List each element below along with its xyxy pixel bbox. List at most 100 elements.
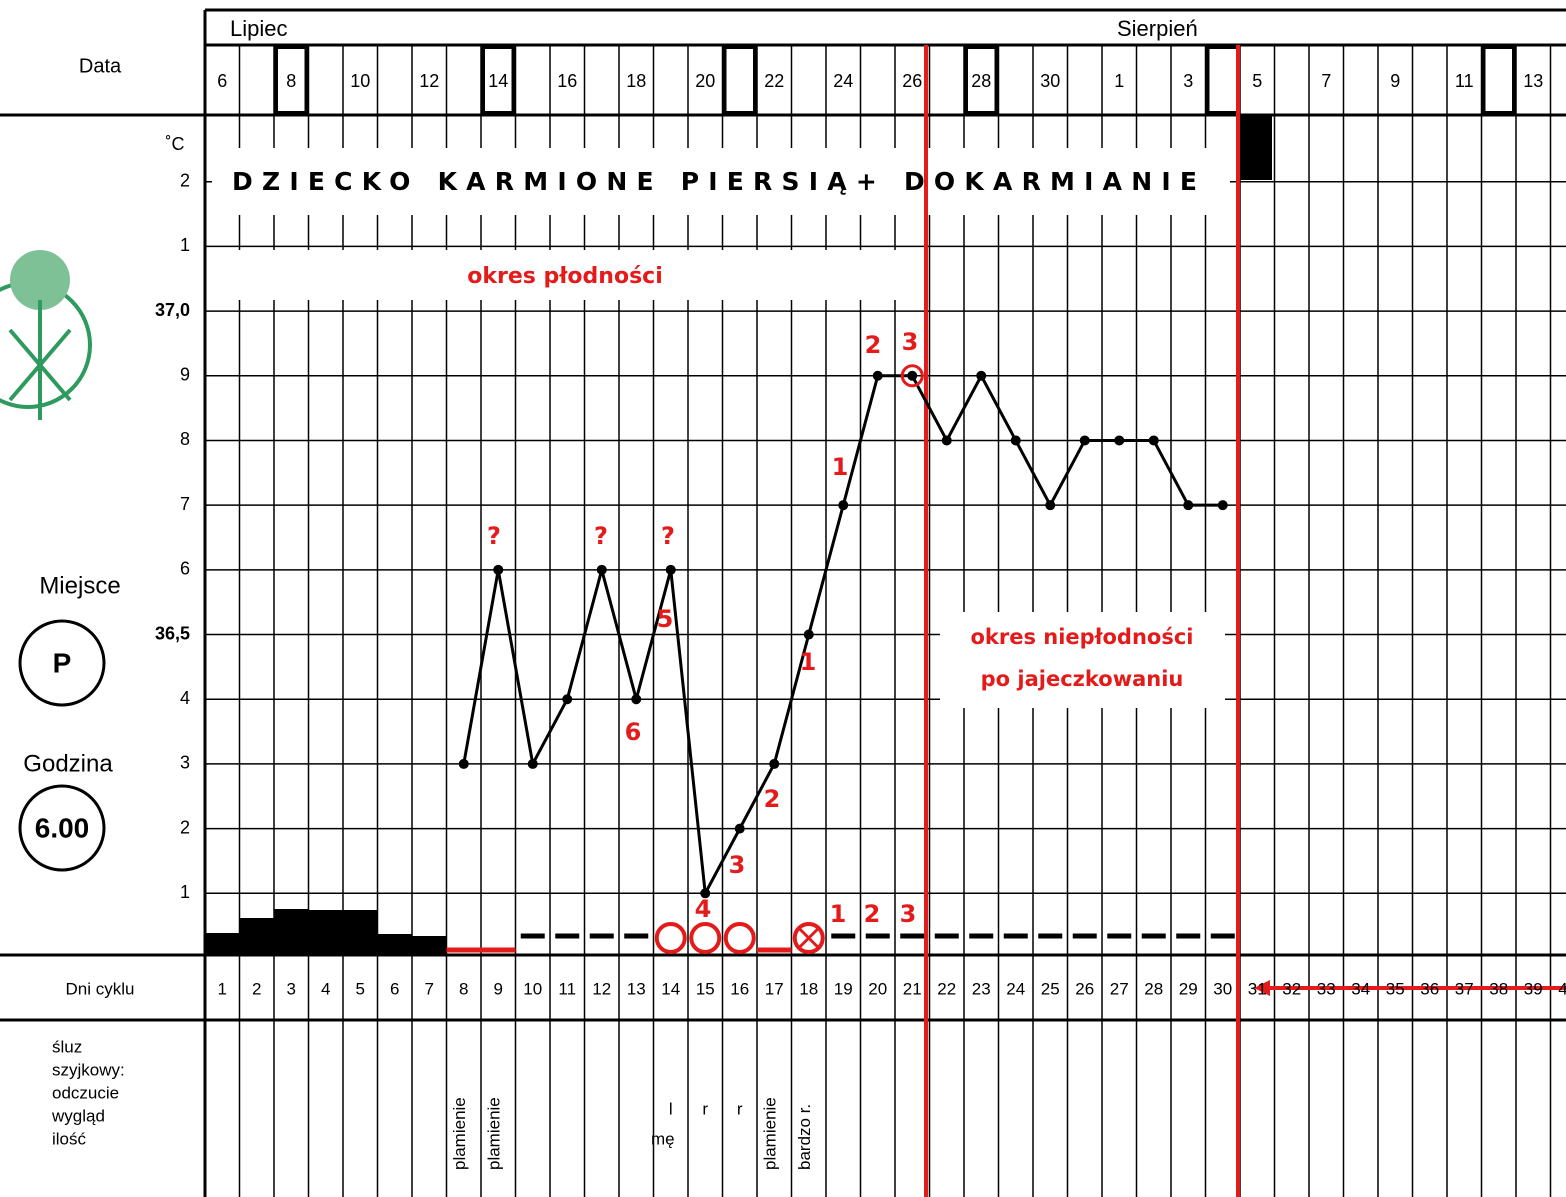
banner: DZIECKO KARMIONE PIERSIĄ+ DOKARMIANIE — [232, 167, 1197, 196]
annotation: 3 — [902, 328, 919, 356]
mucus-note: plamienie — [761, 1097, 780, 1170]
arrow-head — [1254, 980, 1270, 996]
date: 6 — [217, 71, 227, 91]
date: 22 — [764, 71, 784, 91]
date: 10 — [350, 71, 370, 91]
logo-tree — [10, 250, 70, 310]
peak-circle — [900, 364, 924, 388]
month: Lipiec — [230, 16, 287, 41]
annotation: 1 — [800, 648, 817, 676]
date: 12 — [419, 71, 439, 91]
annotation: 4 — [695, 895, 712, 923]
place-label: Miejsce — [39, 572, 120, 599]
annotation: 3 — [729, 851, 746, 879]
y-tick-label: 2 — [180, 170, 190, 190]
cycle-day: 18 — [799, 979, 818, 998]
date: 30 — [1040, 71, 1060, 91]
temperature-point — [1148, 435, 1159, 446]
mucus-circle — [792, 922, 825, 954]
date-box — [1205, 45, 1240, 115]
temperature-point — [1010, 435, 1021, 446]
temperature-point — [838, 500, 849, 511]
mucus-circle — [654, 922, 687, 954]
mucus-note: bardzo r. — [795, 1104, 814, 1170]
y-tick-label: 4 — [180, 688, 190, 708]
y-tick-label: 3 — [180, 753, 190, 773]
mucus-cross — [797, 926, 820, 950]
date-box — [274, 45, 309, 115]
cycle-day: 1 — [218, 979, 227, 998]
time-circle — [18, 784, 106, 872]
cycle-day-label: Dni cyklu — [66, 979, 135, 998]
date: 24 — [833, 71, 853, 91]
temperature-point — [596, 564, 607, 575]
date-box — [722, 45, 757, 115]
temperature-point — [562, 694, 573, 705]
temperature-point — [458, 758, 469, 769]
infertile-label: po jajeczkowaniu — [981, 667, 1184, 691]
temperature-point — [700, 888, 711, 899]
y-tick-label: 9 — [180, 365, 190, 385]
cycle-day: 11 — [558, 979, 576, 998]
y-tick-label: 2 — [180, 817, 190, 837]
time-label: Godzina — [23, 750, 113, 777]
cycle-day: 3 — [287, 979, 296, 998]
temperature-point — [872, 370, 883, 381]
temperature-point — [527, 758, 538, 769]
cycle-day: 2 — [252, 979, 261, 998]
bleeding-bar — [378, 934, 412, 955]
grid — [0, 8, 1566, 1197]
bleeding-bar — [274, 909, 309, 955]
annotation: ? — [487, 522, 501, 550]
mucus-note: l — [669, 1099, 673, 1118]
date: 18 — [626, 71, 646, 91]
place-circle — [18, 619, 106, 707]
marks — [446, 45, 1566, 1197]
cycle-day: 10 — [523, 979, 542, 998]
fertile-box — [212, 250, 918, 300]
temperature-point — [1217, 500, 1228, 511]
cycle-day: 13 — [627, 979, 646, 998]
banner-box — [212, 148, 1230, 215]
cycle-day: 14 — [661, 979, 680, 998]
logo — [0, 250, 92, 420]
logo-cross — [8, 328, 72, 402]
mucus-label: szyjkowy: — [52, 1060, 125, 1079]
date: 28 — [971, 71, 991, 91]
mucus-circle — [689, 922, 722, 954]
bleeding-bar — [1240, 115, 1272, 180]
temperature-point — [1079, 435, 1090, 446]
cycle-day: 22 — [937, 979, 956, 998]
y-tick-label: 7 — [180, 494, 190, 514]
date: 5 — [1252, 71, 1262, 91]
temperature-point — [1183, 500, 1194, 511]
annotation: 5 — [657, 605, 674, 633]
mucus-label: wygląd — [51, 1106, 105, 1125]
y-tick-label: 36,5 — [155, 623, 190, 643]
time: 6.00 — [35, 812, 90, 843]
annotation: 1 — [830, 900, 847, 928]
cycle-day: 19 — [834, 979, 853, 998]
bleeding-bar — [343, 910, 378, 955]
cycle-day: 26 — [1075, 979, 1094, 998]
date: 16 — [557, 71, 577, 91]
cycle-day: 4 — [321, 979, 330, 998]
mucus-note: r — [737, 1099, 743, 1118]
cycle-day: 23 — [972, 979, 991, 998]
y-unit: ˚C — [166, 134, 185, 154]
cycle-day: 29 — [1179, 979, 1198, 998]
temperature-point — [803, 629, 814, 640]
date: 26 — [902, 71, 922, 91]
cycle-day: 35 — [1386, 979, 1405, 998]
annotation: 1 — [832, 453, 849, 481]
y-tick-label: 1 — [180, 235, 190, 255]
annotation: 2 — [865, 331, 882, 359]
place: P — [53, 647, 72, 678]
date: 11 — [1455, 71, 1474, 91]
date: 9 — [1390, 71, 1400, 91]
date-box — [1481, 45, 1516, 115]
cycle-day: 40 — [1558, 979, 1566, 998]
infertile-label: okres niepłodności — [970, 625, 1193, 649]
cycle-day: 17 — [765, 979, 784, 998]
